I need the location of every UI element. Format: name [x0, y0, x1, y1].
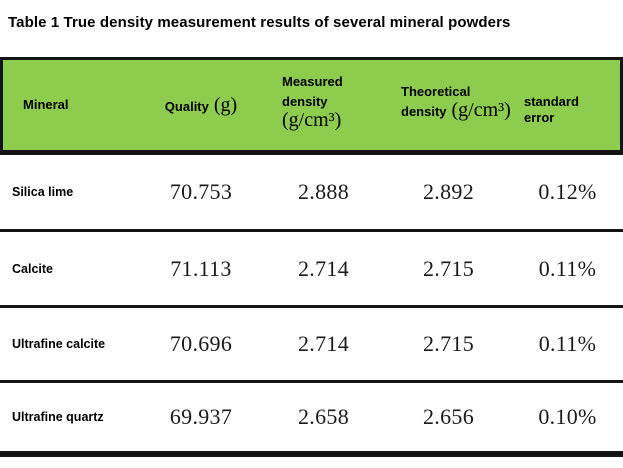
header-label: standard error — [524, 93, 579, 125]
cell-standard-error: 0.11% — [538, 331, 597, 356]
cell-measured-density: 2.714 — [298, 331, 349, 356]
cell-standard-error: 0.12% — [538, 179, 597, 204]
table-header-row: Mineral Quality (g) Measured density (g/cm… — [0, 57, 623, 155]
header-unit: (g/cm³) — [282, 109, 342, 132]
mineral-density-table: Mineral Quality (g) Measured density (g/cm… — [0, 57, 623, 457]
cell-quality: 70.753 — [169, 179, 233, 204]
header-cell-mineral: Mineral — [3, 60, 140, 150]
header-text: Measured density (g/cm³) — [282, 74, 385, 131]
header-text: Theoretical density (g/cm³) — [401, 84, 512, 121]
cell-mineral: Ultrafine calcite — [12, 337, 106, 351]
cell-standard-error: 0.11% — [538, 255, 597, 281]
cell-quality: 71.113 — [170, 255, 232, 281]
cell-theoretical-density: 2.656 — [423, 404, 474, 429]
table-row: Ultrafine quartz 69.937 2.658 2.656 0.10% — [0, 383, 623, 457]
header-cell-standard-error: standard error — [512, 60, 620, 150]
cell-quality: 69.937 — [169, 404, 233, 429]
cell-theoretical-density: 2.715 — [423, 331, 474, 356]
cell-quality: 70.696 — [169, 331, 233, 356]
header-unit: (g/cm³) — [446, 99, 511, 121]
cell-theoretical-density: 2.892 — [423, 179, 474, 204]
table-body: Silica lime 70.753 2.888 2.892 0.12% Calcite 7… — [0, 155, 623, 457]
cell-measured-density: 2.658 — [298, 404, 349, 429]
table-row: Calcite 71.113 2.714 2.715 0.11% — [0, 232, 623, 308]
header-label: Theoretical density — [401, 83, 471, 119]
cell-standard-error: 0.10% — [538, 404, 597, 429]
cell-mineral: Silica lime — [12, 185, 74, 199]
header-text: standard error — [524, 94, 596, 127]
header-cell-quality: Quality (g) — [140, 60, 262, 150]
header-cell-theoretical-density: Theoretical density (g/cm³) — [385, 60, 512, 150]
cell-measured-density: 2.888 — [298, 179, 349, 204]
header-unit: (g) — [208, 93, 238, 116]
table-row: Ultrafine calcite 70.696 2.714 2.715 0.11% — [0, 308, 623, 383]
table-row: Silica lime 70.753 2.888 2.892 0.12% — [0, 155, 623, 232]
cell-mineral: Ultrafine quartz — [12, 410, 104, 424]
header-text: Quality (g) — [165, 95, 237, 115]
cell-measured-density: 2.714 — [298, 255, 349, 281]
header-text: Mineral — [23, 97, 69, 113]
header-label: Quality — [164, 98, 209, 114]
header-label: Mineral — [23, 96, 69, 112]
header-cell-measured-density: Measured density (g/cm³) — [262, 60, 385, 150]
cell-mineral: Calcite — [12, 261, 53, 276]
cell-theoretical-density: 2.715 — [423, 255, 474, 281]
header-label: Measured density — [282, 73, 343, 109]
table-caption: Table 1 True density measurement results… — [8, 14, 511, 31]
